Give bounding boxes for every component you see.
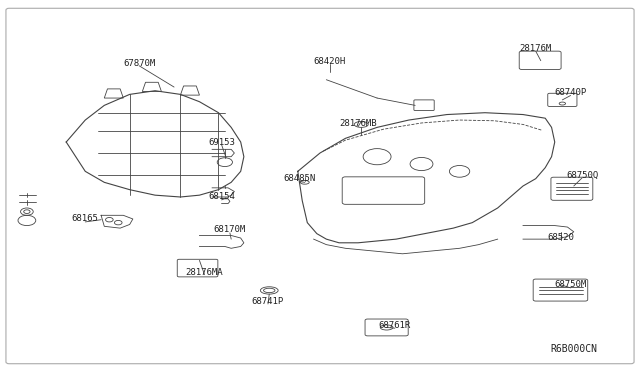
Text: 68170M: 68170M [214, 225, 246, 234]
Text: 68761R: 68761R [379, 321, 411, 330]
Text: 68750Q: 68750Q [566, 170, 598, 180]
Text: R6B000CN: R6B000CN [550, 344, 597, 354]
Text: 28176MA: 28176MA [186, 267, 223, 277]
Text: 68165: 68165 [72, 215, 99, 224]
Text: 69153: 69153 [208, 138, 235, 147]
Text: 28176M: 28176M [520, 44, 552, 53]
Text: 68520: 68520 [548, 233, 575, 242]
Text: 28176MB: 28176MB [339, 119, 377, 128]
Text: 68154: 68154 [208, 192, 235, 202]
Text: 68740P: 68740P [554, 88, 587, 97]
Text: 67870M: 67870M [123, 59, 156, 68]
Text: 68741P: 68741P [252, 297, 284, 306]
Text: 68750M: 68750M [554, 280, 587, 289]
Text: 68420H: 68420H [314, 57, 346, 66]
Text: 68485N: 68485N [284, 174, 316, 183]
